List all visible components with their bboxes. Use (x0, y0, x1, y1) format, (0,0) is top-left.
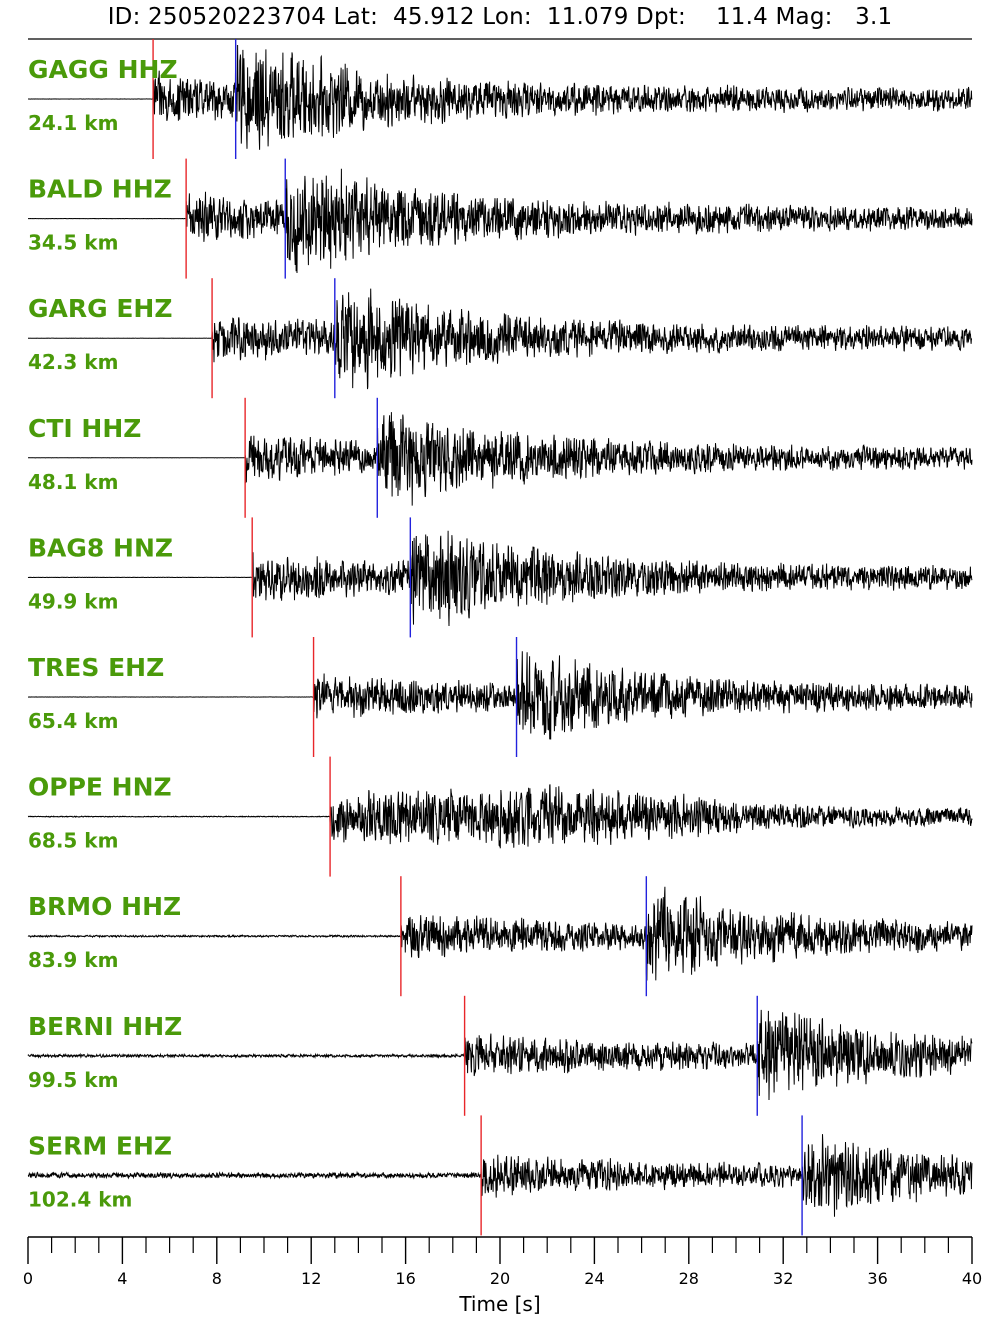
distance-label: 99.5 km (28, 1068, 118, 1092)
waveform-trace (27, 886, 973, 981)
waveform-trace (27, 784, 973, 849)
waveform-trace (27, 1134, 973, 1217)
distance-label: 65.4 km (28, 709, 118, 733)
distance-label: 49.9 km (28, 589, 118, 613)
waveform-trace (28, 288, 973, 390)
waveform-trace (27, 530, 973, 627)
x-tick-label: 32 (773, 1269, 793, 1288)
waveform-trace (28, 412, 973, 506)
station-label: BERNI HHZ (28, 1012, 182, 1041)
station-label: TRES EHZ (28, 653, 164, 682)
waveform-trace (28, 651, 973, 740)
station-label: GARG EHZ (28, 294, 172, 323)
traces-group: GAGG HHZ 24.1 km BALD HHZ 34.5 km GARG EHZ 42… (27, 39, 973, 1236)
waveform-trace (28, 44, 973, 150)
distance-label: 24.1 km (28, 111, 118, 135)
waveform-trace (28, 168, 973, 274)
distance-label: 102.4 km (28, 1187, 132, 1211)
x-tick-label: 4 (117, 1269, 127, 1288)
x-tick-label: 28 (679, 1269, 699, 1288)
station-label: CTI HHZ (28, 414, 141, 443)
distance-label: 83.9 km (28, 948, 118, 972)
x-tick-label: 0 (23, 1269, 33, 1288)
x-tick-label: 40 (962, 1269, 982, 1288)
x-tick-label: 20 (490, 1269, 510, 1288)
station-label: OPPE HNZ (28, 773, 172, 802)
x-axis-label: Time [s] (458, 1292, 540, 1316)
waveform-trace (27, 1009, 973, 1101)
x-axis: 0 4 8 12 16 20 24 28 32 36 40 (23, 1236, 982, 1288)
x-tick-label: 16 (395, 1269, 415, 1288)
x-tick-label: 24 (584, 1269, 604, 1288)
station-label: BRMO HHZ (28, 892, 181, 921)
chart-title: ID: 250520223704 Lat: 45.912 Lon: 11.079… (107, 4, 893, 30)
x-tick-label: 8 (212, 1269, 222, 1288)
x-tick-label: 36 (867, 1269, 887, 1288)
station-label: BAG8 HNZ (28, 533, 173, 562)
station-label: SERM EHZ (28, 1131, 172, 1160)
x-tick-label: 12 (301, 1269, 321, 1288)
distance-label: 48.1 km (28, 470, 118, 494)
distance-label: 34.5 km (28, 231, 118, 255)
station-label: BALD HHZ (28, 175, 172, 204)
station-label: GAGG HHZ (28, 55, 178, 84)
distance-label: 42.3 km (28, 350, 118, 374)
distance-label: 68.5 km (28, 829, 118, 853)
